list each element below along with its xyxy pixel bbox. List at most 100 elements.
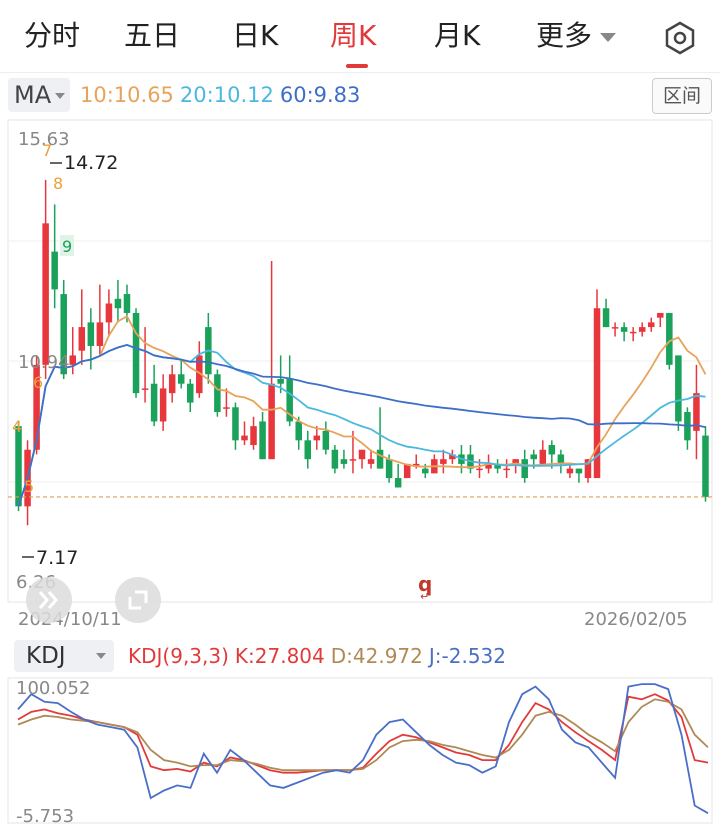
ma-values: 10:10.65 20:10.12 60:9.83 [80, 83, 366, 107]
candle-up [223, 407, 230, 409]
candle-down [521, 459, 528, 479]
kdj-params: KDJ(9,3,3) [128, 644, 229, 668]
wave-number-bg [60, 235, 74, 256]
candle-up [141, 388, 149, 390]
ma-selector[interactable]: MA [8, 78, 70, 112]
ma10-value: 10:10.65 [80, 83, 174, 107]
kdj-values: KDJ(9,3,3) K:27.804 D:42.972 J:-2.532 [128, 644, 512, 668]
settings-icon[interactable] [662, 20, 698, 56]
wave-number: 8 [53, 174, 63, 193]
double-chevron-right-icon [38, 591, 58, 609]
candle-down [376, 449, 384, 469]
candle-down [422, 468, 429, 474]
candle-down [114, 298, 122, 309]
chevron-down-icon [600, 32, 617, 42]
candle-down [87, 322, 95, 346]
wave-number: 7 [42, 141, 52, 160]
candle-up [96, 322, 104, 346]
k-line [17, 693, 709, 774]
period-tabs: 分时 五日 日K 周K 月K 更多 [0, 0, 720, 73]
candle-down [530, 454, 537, 460]
tab-five-day[interactable]: 五日 [124, 19, 181, 52]
date-end-label: 2026/02/05 [584, 609, 688, 630]
candle-down [277, 378, 284, 384]
candle-down [394, 478, 402, 488]
candlestick-chart[interactable]: 15.63 10.94 6.26 14.72 7.17 4 5 6 7 8 9 … [0, 116, 720, 636]
candle-up [196, 355, 203, 394]
candle-down [214, 374, 221, 413]
candle-up [657, 312, 664, 318]
candle-down [331, 449, 339, 469]
candle-down [295, 421, 302, 441]
candle-down [602, 308, 610, 328]
caret-down-icon [55, 93, 65, 99]
candle-up [611, 327, 619, 329]
range-button[interactable]: 区间 [652, 78, 712, 114]
candle-down [150, 383, 158, 422]
ma10-line [17, 315, 707, 507]
candles [15, 179, 709, 526]
high-marker-label: 14.72 [64, 152, 118, 174]
kdj-j-value: J:-2.532 [428, 644, 506, 668]
tab-more[interactable]: 更多 [536, 18, 617, 54]
tab-monthly-k[interactable]: 月K [434, 19, 481, 52]
return-arrow-icon: ↵ [420, 590, 429, 603]
candle-up [476, 468, 483, 471]
expand-icon [128, 590, 148, 610]
candle-up [693, 393, 700, 431]
candle-up [647, 322, 655, 328]
kdj-selector-label: KDJ [26, 643, 66, 669]
candle-up [42, 223, 49, 365]
candle-up [358, 449, 366, 460]
caret-down-icon [96, 653, 106, 659]
candle-up [503, 468, 510, 471]
candle-up [412, 463, 420, 466]
candle-down [385, 459, 393, 479]
candle-down [557, 454, 565, 464]
ma-indicator-bar: MA 10:10.65 20:10.12 60:9.83 区间 [0, 74, 720, 116]
center-marker: q [418, 572, 432, 596]
candle-up [449, 454, 456, 460]
kdj-plot-area [7, 677, 713, 824]
candle-down [15, 426, 22, 507]
candle-down [60, 294, 67, 375]
kdj-selector[interactable]: KDJ [14, 640, 114, 672]
kdj-indicator-bar: KDJ KDJ(9,3,3) K:27.804 D:42.972 J:-2.532 [0, 638, 720, 674]
fullscreen-button[interactable] [115, 577, 161, 623]
tab-intraday[interactable]: 分时 [24, 19, 81, 52]
y-max-label: 15.63 [18, 129, 70, 150]
candle-up [33, 364, 40, 450]
scroll-back-button[interactable] [26, 577, 72, 623]
candle-down [51, 251, 58, 290]
wave-number: 9 [62, 237, 72, 256]
candle-down [132, 312, 140, 394]
candle-down [286, 378, 293, 422]
candle-up [159, 388, 167, 422]
wave-number: 4 [12, 417, 22, 436]
candle-up [168, 374, 176, 394]
candle-up [241, 435, 248, 441]
candle-up [69, 355, 77, 365]
candle-up [539, 449, 547, 464]
candle-up [250, 426, 257, 446]
kdj-lines [17, 683, 709, 814]
kdj-chart[interactable]: 100.052 -5.753 [0, 676, 720, 826]
tab-daily-k[interactable]: 日K [232, 19, 279, 52]
candle-down [340, 459, 348, 464]
candle-up [485, 463, 492, 469]
candle-down [259, 421, 266, 460]
d-line [17, 698, 709, 772]
candle-up [566, 468, 574, 474]
candle-down [304, 440, 312, 460]
candle-up [403, 463, 411, 479]
j-line [17, 683, 709, 814]
candle-down [494, 463, 501, 469]
candle-down [177, 374, 185, 384]
wave-number: 5 [24, 477, 34, 496]
kdj-k-value: K:27.804 [234, 644, 325, 668]
kdj-d-value: D:42.972 [330, 644, 423, 668]
tab-weekly-k[interactable]: 周K [330, 19, 377, 52]
candle-down [123, 294, 131, 313]
candle-up [367, 459, 375, 464]
candle-down [232, 407, 239, 441]
